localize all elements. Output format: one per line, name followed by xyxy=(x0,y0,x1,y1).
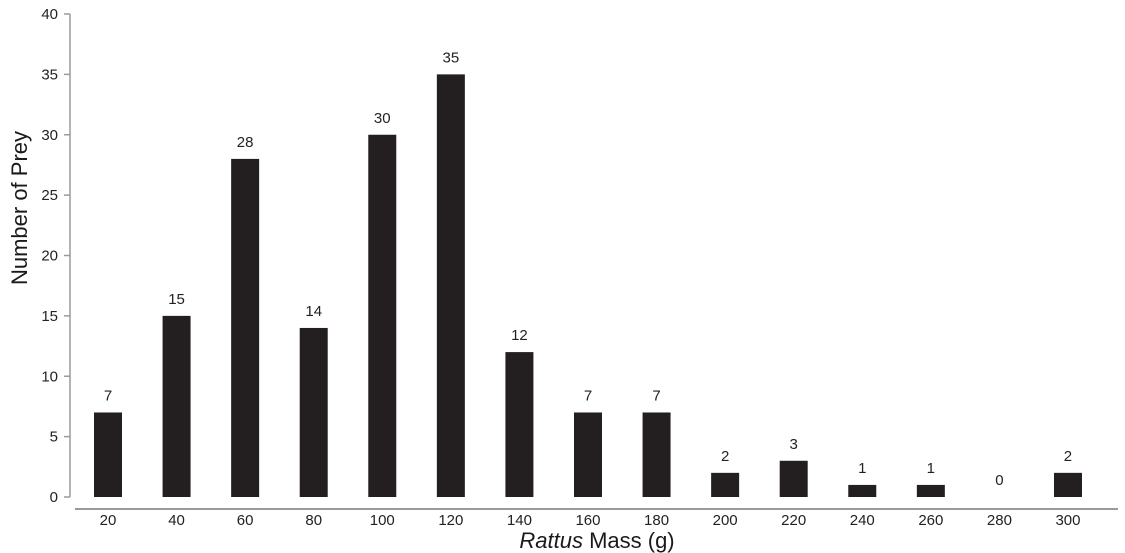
x-tick-label: 120 xyxy=(438,512,463,529)
bar xyxy=(436,74,465,497)
y-tick-label: 40 xyxy=(41,6,58,23)
bar xyxy=(573,412,602,497)
bar xyxy=(711,472,740,497)
data-label: 14 xyxy=(305,303,322,320)
bars xyxy=(94,74,1082,497)
x-axis-title-italic: Rattus xyxy=(519,528,583,553)
bar xyxy=(916,484,945,497)
bar xyxy=(368,134,397,497)
x-tick-label: 280 xyxy=(987,512,1012,529)
x-tick-label: 240 xyxy=(850,512,875,529)
data-label: 3 xyxy=(790,436,798,453)
x-ticks: 20 40 60 80 100 120 140 160 180 200 220 240 260 280 30… xyxy=(100,512,1081,529)
bar xyxy=(94,412,122,497)
bar xyxy=(505,352,534,497)
y-tick-label: 30 xyxy=(41,127,58,144)
data-label: 35 xyxy=(443,49,460,66)
bar xyxy=(848,484,877,497)
data-label: 2 xyxy=(1064,448,1072,465)
x-tick-label: 20 xyxy=(100,512,117,529)
data-label: 0 xyxy=(995,472,1003,489)
x-tick-label: 300 xyxy=(1055,512,1080,529)
y-axis-title: Number of Prey xyxy=(7,131,32,285)
x-tick-label: 180 xyxy=(644,512,669,529)
data-label: 2 xyxy=(721,448,729,465)
x-tick-label: 140 xyxy=(507,512,532,529)
y-tick-label: 10 xyxy=(41,368,58,385)
y-tick-label: 15 xyxy=(41,308,58,325)
data-label: 15 xyxy=(168,291,185,308)
x-axis-title-rest: Mass (g) xyxy=(583,528,675,553)
bar xyxy=(779,460,808,497)
bar xyxy=(642,412,671,497)
y-ticks: 0 5 10 15 20 25 30 35 40 xyxy=(41,6,70,506)
data-label: 7 xyxy=(652,387,660,404)
x-tick-label: 100 xyxy=(370,512,395,529)
data-label: 30 xyxy=(374,110,391,127)
bar xyxy=(231,158,260,497)
data-label: 1 xyxy=(858,460,866,477)
bar xyxy=(1053,472,1082,497)
x-tick-label: 160 xyxy=(575,512,600,529)
data-label: 28 xyxy=(237,134,254,151)
data-labels: 7 15 28 14 30 35 12 7 7 2 3 1 1 0 2 xyxy=(104,49,1072,489)
y-tick-label: 35 xyxy=(41,66,58,83)
data-label: 7 xyxy=(584,387,592,404)
data-label: 7 xyxy=(104,387,112,404)
x-tick-label: 40 xyxy=(168,512,185,529)
y-tick-label: 25 xyxy=(41,187,58,204)
data-label: 1 xyxy=(927,460,935,477)
bar xyxy=(162,315,191,497)
y-tick-label: 20 xyxy=(41,248,58,265)
x-tick-label: 260 xyxy=(918,512,943,529)
bar xyxy=(299,327,328,497)
y-tick-label: 0 xyxy=(50,489,58,506)
x-tick-label: 220 xyxy=(781,512,806,529)
data-label: 12 xyxy=(511,327,528,344)
x-tick-label: 60 xyxy=(237,512,254,529)
x-tick-label: 80 xyxy=(305,512,322,529)
x-tick-label: 200 xyxy=(713,512,738,529)
x-axis-title: Rattus Mass (g) xyxy=(519,528,674,553)
y-tick-label: 5 xyxy=(50,429,58,446)
